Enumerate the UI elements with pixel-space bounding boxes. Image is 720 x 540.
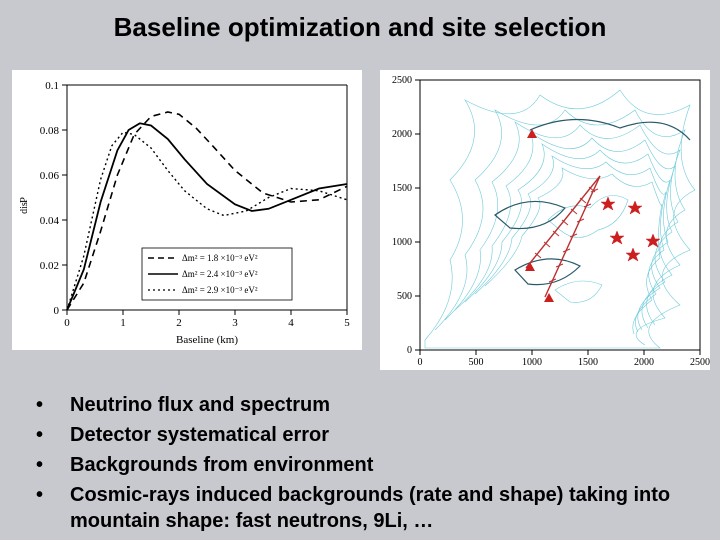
- svg-text:0: 0: [407, 345, 412, 356]
- list-item: • Cosmic-rays induced backgrounds (rate …: [36, 482, 700, 534]
- svg-text:1: 1: [120, 317, 126, 329]
- baseline-prob-chart: 0 1 2 3 4 5 Baseline (km) 0 0.02 0.04 0.…: [12, 70, 362, 350]
- svg-text:1500: 1500: [392, 183, 412, 194]
- x-axis-label: Baseline (km): [176, 334, 238, 346]
- bullet-text: Backgrounds from environment: [70, 452, 373, 478]
- svg-text:2000: 2000: [392, 129, 412, 140]
- list-item: • Neutrino flux and spectrum: [36, 392, 700, 418]
- svg-text:5: 5: [344, 317, 350, 329]
- svg-text:Δm² = 2.9 ×10⁻³ eV²: Δm² = 2.9 ×10⁻³ eV²: [182, 285, 258, 295]
- bullet-text: Neutrino flux and spectrum: [70, 392, 330, 418]
- slide-title: Baseline optimization and site selection: [0, 12, 720, 43]
- svg-text:1500: 1500: [578, 357, 598, 368]
- list-item: • Detector systematical error: [36, 422, 700, 448]
- svg-text:0.08: 0.08: [40, 125, 60, 137]
- site-map-chart: 0 500 1000 1500 2000 2500 0 500 1000 150…: [380, 70, 710, 370]
- svg-text:1000: 1000: [522, 357, 542, 368]
- legend: Δm² = 1.8 ×10⁻³ eV² Δm² = 2.4 ×10⁻³ eV² …: [142, 248, 292, 300]
- svg-text:Δm² = 1.8 ×10⁻³ eV²: Δm² = 1.8 ×10⁻³ eV²: [182, 253, 258, 263]
- svg-text:2000: 2000: [634, 357, 654, 368]
- x-ticks: 0 1 2 3 4 5: [64, 310, 350, 329]
- svg-text:500: 500: [397, 291, 412, 302]
- svg-text:0.02: 0.02: [40, 260, 59, 272]
- list-item: • Backgrounds from environment: [36, 452, 700, 478]
- map-x-ticks: 0 500 1000 1500 2000 2500: [418, 350, 711, 368]
- svg-text:0.1: 0.1: [45, 80, 59, 92]
- bullet-list: • Neutrino flux and spectrum • Detector …: [36, 392, 700, 538]
- svg-text:0.06: 0.06: [40, 170, 60, 182]
- svg-text:0.04: 0.04: [40, 215, 60, 227]
- bullet-icon: •: [36, 392, 70, 418]
- svg-text:Δm² = 2.4 ×10⁻³ eV²: Δm² = 2.4 ×10⁻³ eV²: [182, 269, 258, 279]
- bullet-icon: •: [36, 422, 70, 448]
- svg-text:1000: 1000: [392, 237, 412, 248]
- svg-text:4: 4: [288, 317, 294, 329]
- svg-text:0: 0: [418, 357, 423, 368]
- svg-text:0: 0: [54, 305, 60, 317]
- y-ticks: 0 0.02 0.04 0.06 0.08 0.1: [40, 80, 67, 317]
- map-y-ticks: 0 500 1000 1500 2000 2500: [392, 75, 420, 356]
- svg-text:500: 500: [469, 357, 484, 368]
- bullet-icon: •: [36, 452, 70, 478]
- bullet-icon: •: [36, 482, 70, 508]
- svg-text:0: 0: [64, 317, 70, 329]
- svg-text:3: 3: [232, 317, 238, 329]
- bullet-text: Cosmic-rays induced backgrounds (rate an…: [70, 482, 700, 534]
- y-axis-label: P: [18, 197, 30, 203]
- svg-text:2500: 2500: [392, 75, 412, 86]
- svg-text:2: 2: [176, 317, 182, 329]
- svg-text:2500: 2500: [690, 357, 710, 368]
- y-axis-label-sub: dis: [19, 202, 30, 214]
- bullet-text: Detector systematical error: [70, 422, 329, 448]
